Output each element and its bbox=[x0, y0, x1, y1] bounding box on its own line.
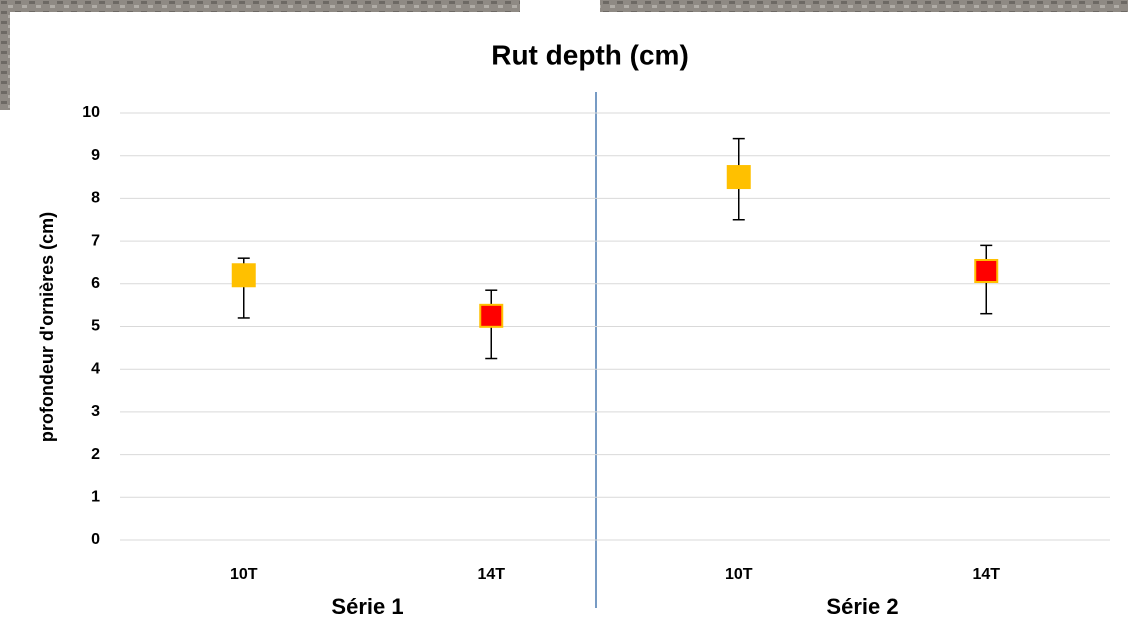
group-label: Série 1 bbox=[331, 594, 403, 619]
y-axis-title: profondeur d'ornières (cm) bbox=[37, 212, 57, 442]
y-tick-label: 9 bbox=[91, 147, 100, 164]
marker bbox=[231, 263, 256, 288]
y-tick-label: 3 bbox=[91, 403, 100, 420]
y-tick-label: 4 bbox=[91, 360, 100, 377]
marker bbox=[726, 165, 751, 190]
chart-title: Rut depth (cm) bbox=[491, 39, 689, 70]
y-tick-label: 1 bbox=[91, 489, 100, 506]
y-tick-label: 8 bbox=[91, 190, 100, 207]
y-tick-label: 0 bbox=[91, 531, 100, 548]
x-tick-label: 10T bbox=[725, 566, 753, 583]
x-tick-label: 14T bbox=[477, 566, 505, 583]
y-tick-label: 5 bbox=[91, 318, 100, 335]
marker bbox=[479, 303, 504, 328]
y-tick-label: 2 bbox=[91, 446, 100, 463]
group-label: Série 2 bbox=[826, 594, 898, 619]
y-tick-label: 6 bbox=[91, 275, 100, 292]
x-tick-label: 10T bbox=[230, 566, 258, 583]
chart-area bbox=[10, 12, 1128, 621]
x-tick-label: 14T bbox=[972, 566, 1000, 583]
y-tick-label: 10 bbox=[82, 104, 100, 121]
y-tick-label: 7 bbox=[91, 232, 100, 249]
background-photo bbox=[600, 0, 1128, 14]
marker bbox=[974, 258, 999, 283]
